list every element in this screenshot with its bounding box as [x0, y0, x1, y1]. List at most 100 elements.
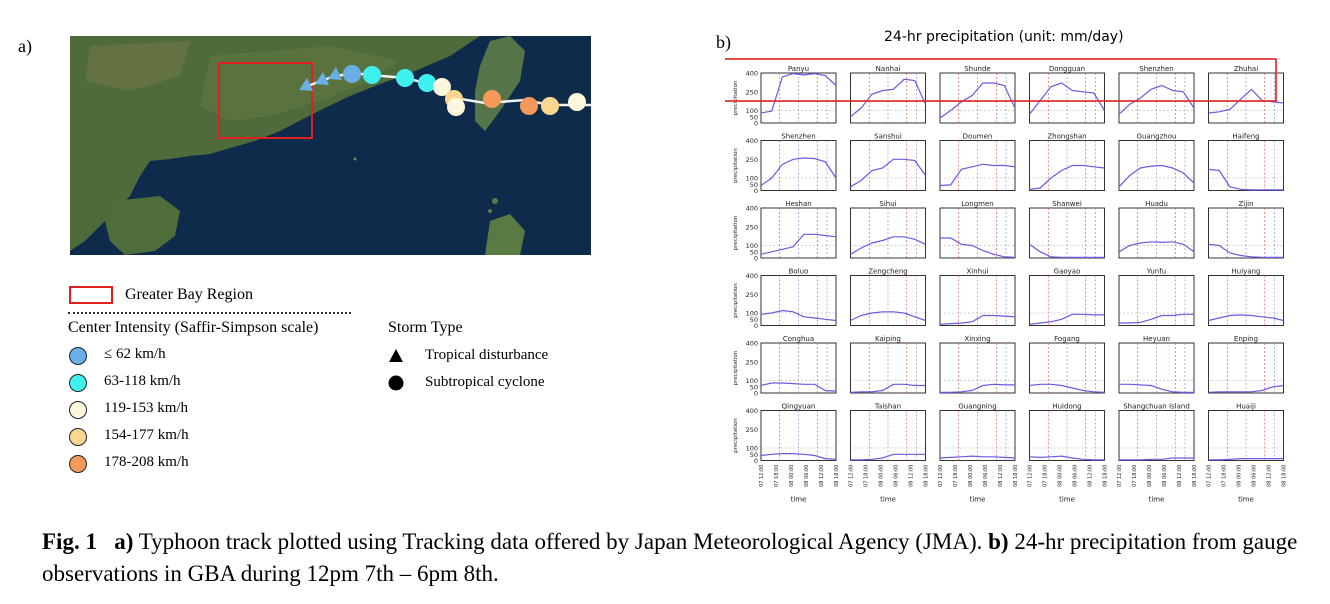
track-point-marker [418, 74, 436, 92]
x-tick-label: 08 06:00 [983, 465, 989, 487]
x-tick-label: 08 18:00 [924, 465, 930, 487]
station-name-label: Shenzhen [1139, 65, 1173, 73]
y-tick-label: 0 [754, 255, 758, 263]
y-tick-label: 250 [746, 358, 758, 366]
y-tick-label: 100 [746, 107, 758, 115]
y-tick-label: 50 [750, 248, 758, 256]
x-tick-label: 08 00:00 [1147, 465, 1153, 487]
storm-type-heading: Storm Type [388, 319, 463, 336]
x-tick-label: 08 00:00 [879, 465, 885, 487]
panel-a-letter: a) [18, 36, 32, 56]
y-tick-label: 50 [750, 181, 758, 189]
storm-type-label: Tropical disturbance [425, 347, 549, 363]
station-name-label: Shenzhen [781, 133, 815, 141]
x-tick-label: 07 18:00 [864, 465, 870, 487]
y-tick-label: 100 [746, 242, 758, 250]
x-tick-label: 07 12:00 [1028, 465, 1034, 487]
x-tick-label: 08 18:00 [834, 465, 840, 487]
station-name-label: Heshan [785, 200, 811, 208]
x-tick-label: 08 06:00 [804, 465, 810, 487]
mainland-landmass [70, 36, 480, 251]
station-name-label: Huiyang [1232, 268, 1261, 276]
y-tick-label: 400 [746, 205, 758, 213]
caption-fig-label: Fig. 1 [42, 529, 97, 554]
panel-b-letter: b) [716, 32, 731, 52]
intensity-label: 178-208 km/h [104, 454, 189, 470]
x-tick-label: 07 12:00 [1117, 465, 1123, 487]
station-precip-line [1208, 458, 1284, 461]
station-name-label: Huidong [1052, 403, 1081, 411]
x-tick-label: 08 12:00 [909, 465, 915, 487]
station-name-label: Guangning [958, 403, 996, 411]
station-name-label: Guangzhou [1137, 133, 1177, 141]
x-tick-label: 07 12:00 [938, 465, 944, 487]
station-precip-line [850, 78, 927, 118]
station-precip-line [1118, 84, 1195, 115]
y-tick-label: 250 [746, 88, 758, 96]
station-name-label: Sihui [879, 200, 896, 208]
station-precip-line [1119, 383, 1194, 393]
station-name-label: Zhongshan [1047, 133, 1086, 141]
track-point-marker [520, 97, 538, 115]
intensity-label: ≤ 62 km/h [104, 346, 166, 362]
x-tick-label: 08 18:00 [1013, 465, 1019, 487]
small-island [488, 209, 492, 213]
intensity-swatch [69, 347, 87, 365]
circle-icon [388, 375, 404, 391]
x-tick-label: 08 18:00 [1192, 465, 1198, 487]
tropical-disturbance-marker [299, 78, 313, 91]
station-precip-line [939, 82, 1016, 119]
storm-type-label: Subtropical cyclone [425, 374, 545, 390]
y-axis-label: precipitation [733, 283, 739, 318]
intensity-legend-heading: Center Intensity (Saffir-Simpson scale) [68, 319, 319, 336]
y-tick-label: 100 [746, 175, 758, 183]
y-tick-label: 0 [754, 457, 758, 465]
track-point-marker [568, 93, 586, 111]
station-name-label: Enping [1234, 335, 1258, 343]
station-precip-line [1208, 168, 1284, 191]
y-tick-label: 250 [746, 223, 758, 231]
station-name-label: Huadu [1145, 200, 1168, 208]
intensity-swatch [69, 428, 87, 446]
y-tick-label: 250 [746, 426, 758, 434]
track-point-marker [433, 78, 451, 96]
station-precip-line [939, 163, 1016, 187]
y-axis-label: precipitation [733, 80, 739, 115]
first-row-highlight-box [725, 58, 1277, 102]
x-axis-label: time [1238, 496, 1254, 504]
intensity-swatch [69, 374, 87, 392]
y-tick-label: 50 [750, 316, 758, 324]
intensity-swatch [69, 455, 87, 473]
station-precip-line [1029, 82, 1106, 115]
station-precip-line [1029, 313, 1105, 325]
station-precip-line [1208, 243, 1284, 258]
station-name-label: Shunde [964, 65, 991, 73]
y-tick-label: 400 [746, 340, 758, 348]
y-tick-label: 50 [750, 451, 758, 459]
track-point-marker [541, 97, 559, 115]
y-tick-label: 0 [754, 120, 758, 128]
y-tick-label: 50 [750, 383, 758, 391]
station-name-label: Xinhui [967, 268, 989, 276]
small-island [353, 157, 357, 161]
x-tick-label: 07 12:00 [849, 465, 855, 487]
luzon-island [485, 214, 525, 255]
station-precip-line [1029, 243, 1105, 258]
station-precip-line [850, 311, 926, 322]
station-precip-line [940, 237, 1016, 258]
station-name-label: Zijin [1238, 200, 1253, 208]
y-tick-label: 400 [746, 137, 758, 145]
y-axis-label: precipitation [733, 148, 739, 183]
small-island [492, 198, 498, 204]
y-tick-label: 50 [750, 113, 758, 121]
station-precip-line [760, 453, 837, 460]
station-name-label: Boluo [789, 268, 809, 276]
station-precip-line [760, 382, 837, 392]
station-name-label: Nanhai [876, 65, 901, 73]
y-tick-label: 0 [754, 322, 758, 330]
greater-bay-region-box [218, 62, 313, 139]
x-tick-label: 08 00:00 [789, 465, 795, 487]
station-name-label: Kaiping [875, 335, 901, 343]
x-tick-label: 07 12:00 [759, 465, 765, 487]
